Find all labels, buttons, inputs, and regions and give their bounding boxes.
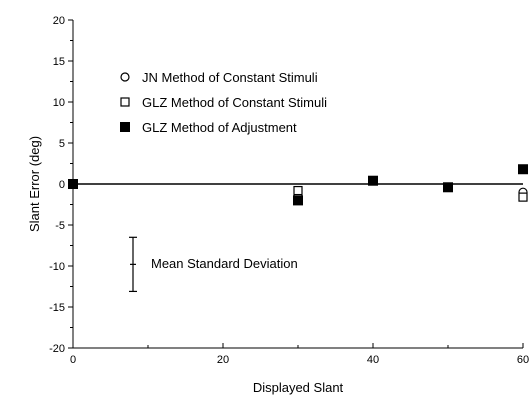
data-point-filled-square: [518, 164, 528, 175]
y-tick-label: 5: [59, 138, 65, 150]
x-tick-label: 20: [217, 354, 229, 366]
x-axis-ticks: 0 20 40 60: [70, 343, 529, 366]
x-axis-title: Displayed Slant: [253, 380, 344, 395]
legend: JN Method of Constant Stimuli GLZ Method …: [120, 70, 327, 135]
y-tick-label: 0: [59, 179, 65, 191]
legend-marker-open-square: [120, 97, 130, 107]
x-tick-label: 0: [70, 354, 76, 366]
data-point-open-square: [293, 185, 303, 196]
data-points: [68, 164, 528, 206]
legend-label: JN Method of Constant Stimuli: [142, 70, 318, 85]
legend-label: GLZ Method of Constant Stimuli: [142, 95, 327, 110]
data-point-filled-square: [368, 175, 378, 186]
legend-label: GLZ Method of Adjustment: [142, 120, 297, 135]
y-tick-label: -15: [49, 302, 65, 314]
y-axis-ticks: 20 15 10 5 0 -5 -10 -15 -20: [49, 15, 73, 355]
x-tick-label: 40: [367, 354, 379, 366]
data-point-filled-square: [443, 182, 453, 193]
y-tick-label: -10: [49, 261, 65, 273]
error-bar-label: Mean Standard Deviation: [151, 256, 298, 271]
y-tick-label: -20: [49, 343, 65, 355]
legend-marker-filled-square: [120, 122, 130, 132]
y-axis-title: Slant Error (deg): [27, 136, 42, 232]
y-tick-label: -5: [55, 220, 65, 232]
y-tick-label: 10: [53, 97, 65, 109]
data-point-open-square: [518, 192, 528, 202]
data-point-filled-square: [293, 195, 303, 206]
legend-marker-open-circle: [120, 72, 130, 82]
x-tick-label: 60: [517, 354, 529, 366]
y-tick-label: 20: [53, 15, 65, 27]
mean-standard-deviation-bar: [129, 236, 137, 293]
y-tick-label: 15: [53, 56, 65, 68]
data-point-filled-square: [68, 179, 78, 189]
